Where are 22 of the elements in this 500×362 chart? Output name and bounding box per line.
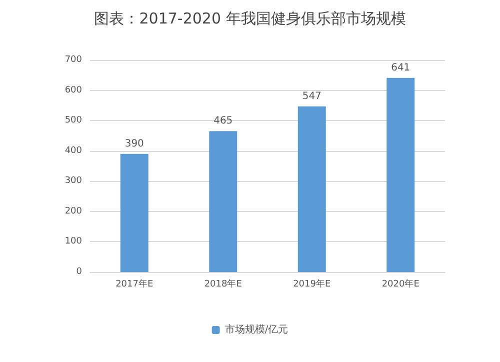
y-tick-label: 400 <box>64 146 82 156</box>
data-label: 390 <box>124 138 144 150</box>
bar <box>386 78 415 272</box>
x-tick-label: 2018年E <box>204 278 242 290</box>
data-label: 641 <box>391 62 410 74</box>
bar <box>120 154 148 272</box>
x-tick-label: 2020年E <box>382 278 420 290</box>
x-tick-label: 2019年E <box>293 278 331 290</box>
y-tick-label: 600 <box>64 85 82 96</box>
y-tick-label: 300 <box>64 176 82 186</box>
bar <box>298 106 326 272</box>
y-tick-label: 100 <box>64 236 82 247</box>
y-tick-label: 0 <box>76 267 82 277</box>
bar <box>209 131 238 272</box>
y-tick-label: 200 <box>64 206 82 216</box>
y-tick-label: 700 <box>64 55 82 65</box>
data-label: 547 <box>302 90 322 102</box>
data-label: 465 <box>214 116 233 127</box>
x-tick-label: 2017年E <box>116 278 154 290</box>
chart-title: 图表：2017-2020 年我国健身俱乐部市场规模 <box>94 10 406 28</box>
y-tick-label: 500 <box>64 116 82 126</box>
legend-label: 市场规模/亿元 <box>224 324 288 336</box>
